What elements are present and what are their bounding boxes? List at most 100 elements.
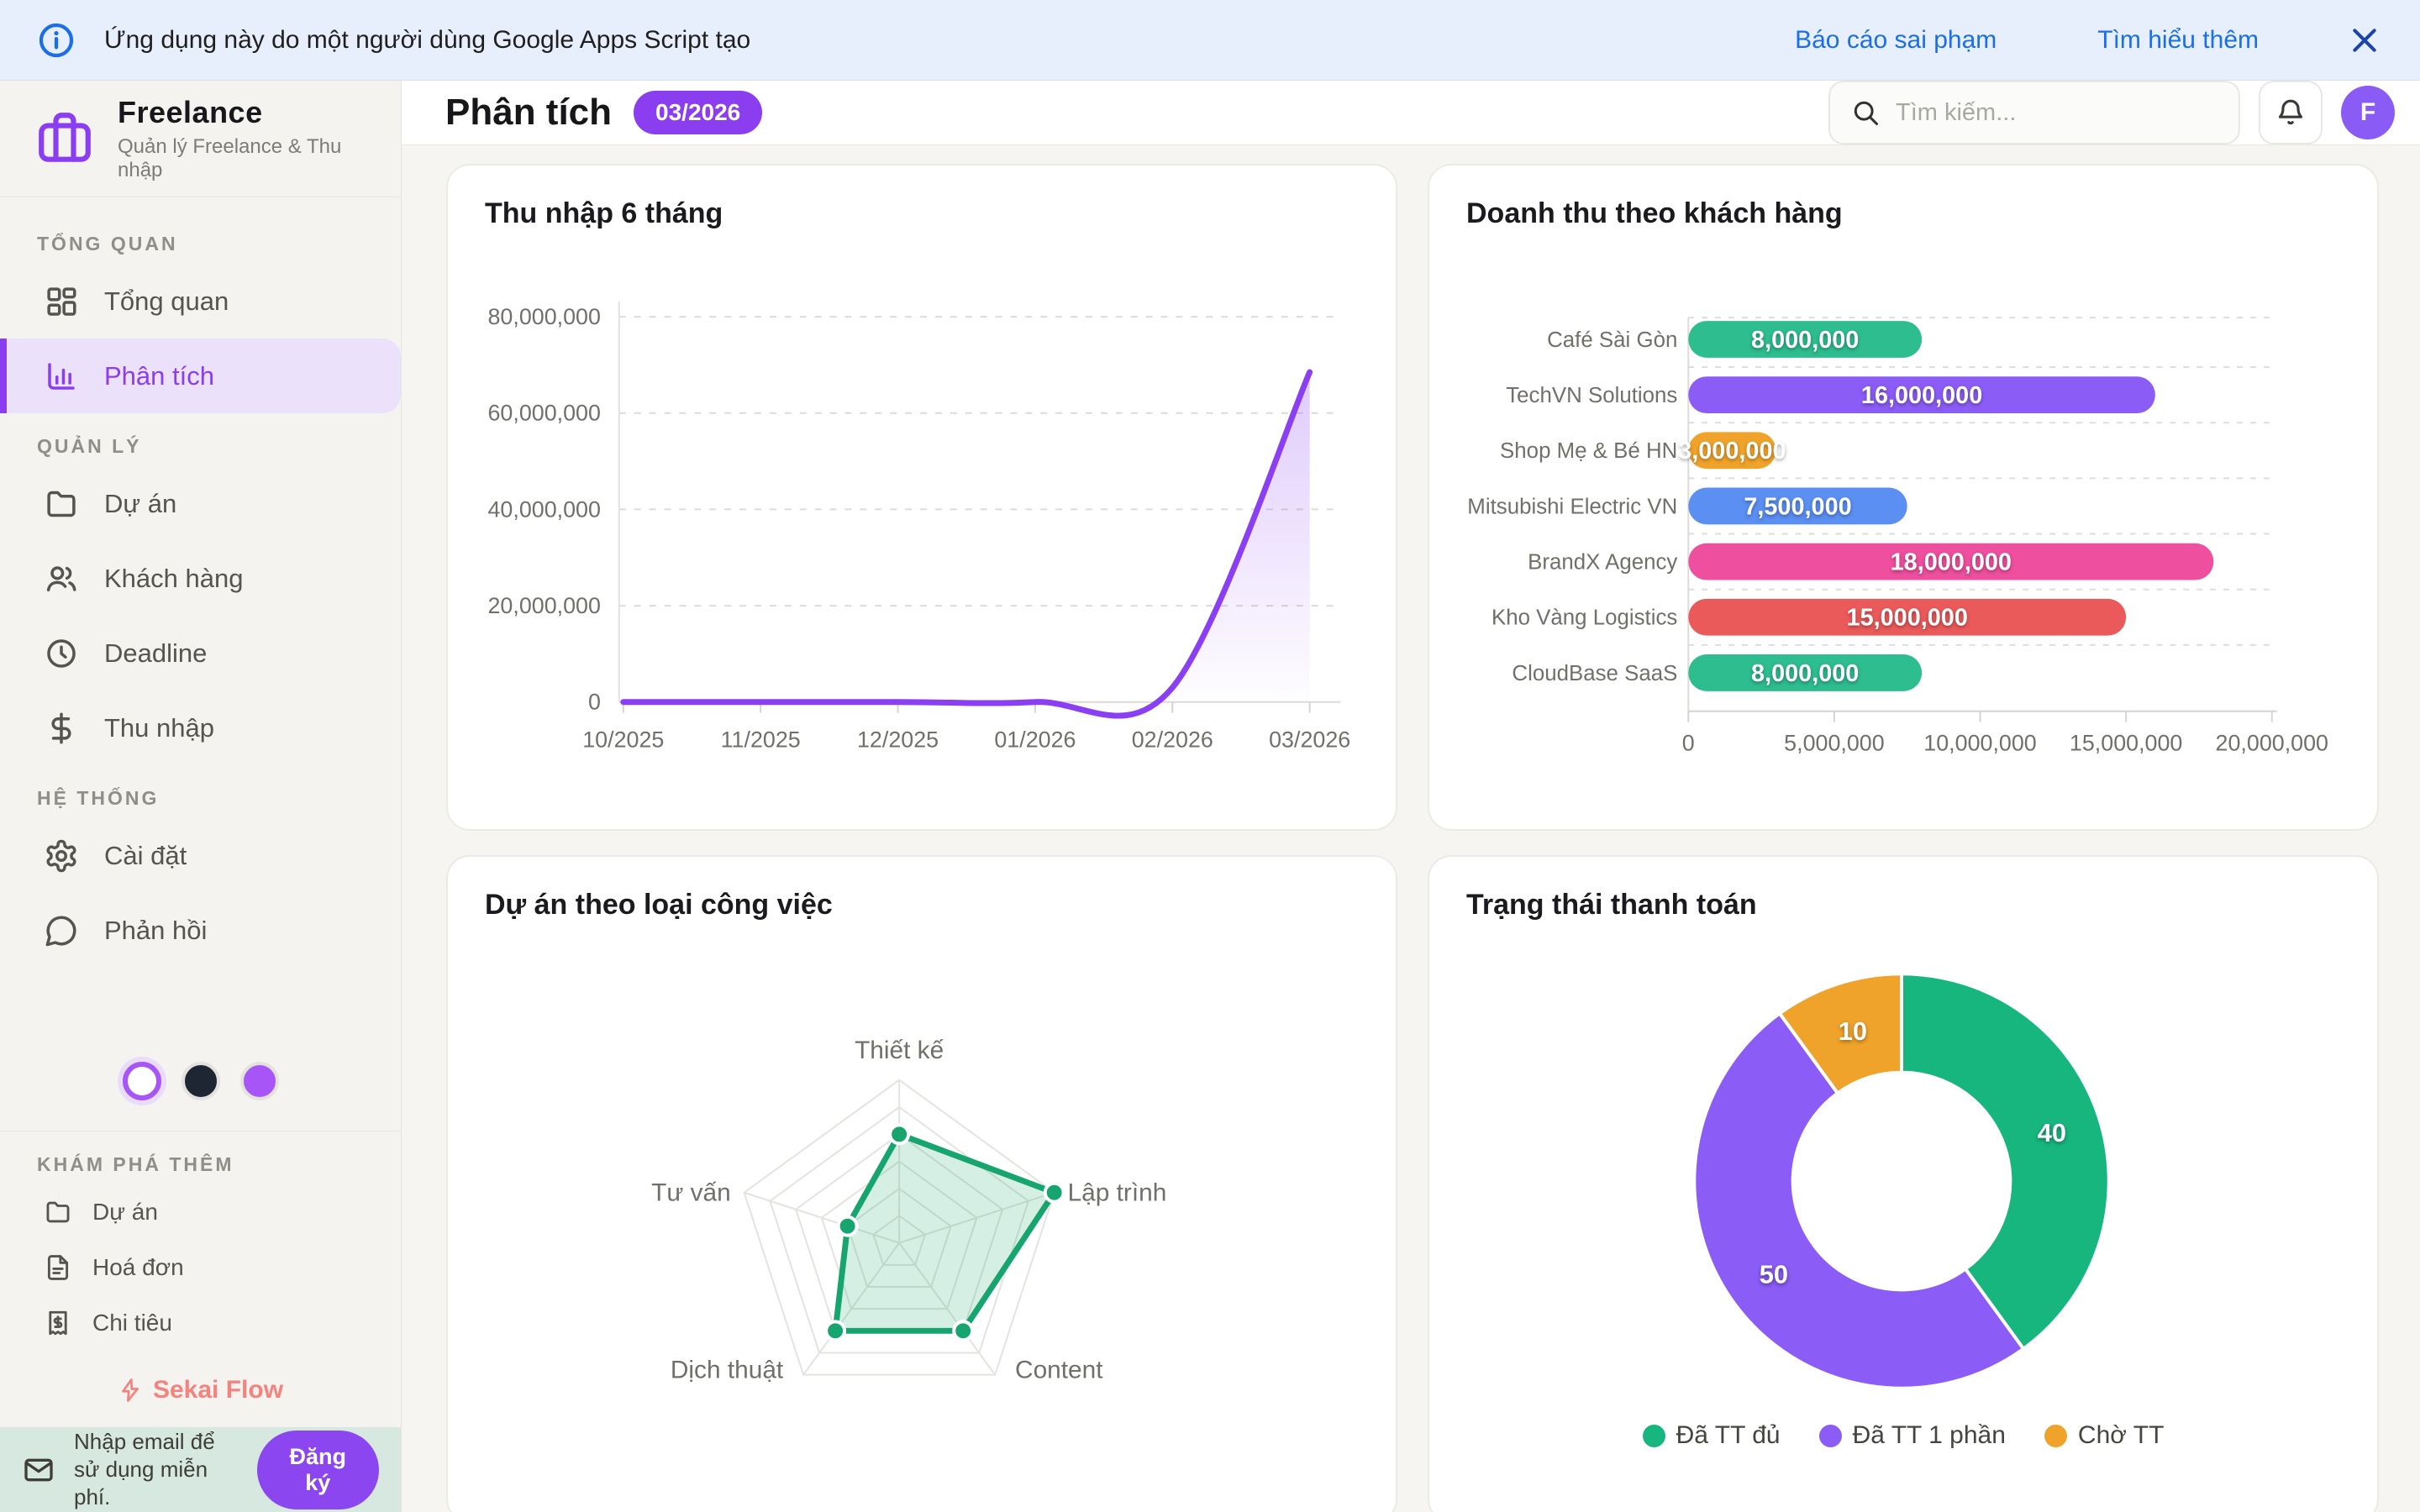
sidebar-item-label: Phân tích <box>104 361 214 391</box>
sidebar: Freelance Quản lý Freelance & Thu nhập T… <box>0 81 402 1512</box>
signup-button[interactable]: Đăng ký <box>257 1431 380 1509</box>
app-logo: Freelance Quản lý Freelance & Thu nhập <box>0 81 401 197</box>
svg-text:Tư vấn: Tư vấn <box>651 1179 731 1207</box>
app-name: Freelance <box>118 95 367 130</box>
svg-text:Café Sài Gòn: Café Sài Gòn <box>1547 328 1677 352</box>
svg-text:16,000,000: 16,000,000 <box>1861 382 1982 409</box>
legend-item: Đã TT 1 phần <box>1819 1421 2006 1450</box>
page-title: Phân tích <box>445 92 612 134</box>
svg-text:11/2025: 11/2025 <box>721 727 801 752</box>
email-cta-text: Nhập email để sử dụng miễn phí. <box>74 1428 239 1512</box>
svg-text:20,000,000: 20,000,000 <box>2216 730 2328 755</box>
svg-text:15,000,000: 15,000,000 <box>2070 730 2182 755</box>
svg-text:BrandX Agency: BrandX Agency <box>1528 551 1677 575</box>
search-icon <box>1850 97 1881 128</box>
sekai-flow-link[interactable]: Sekai Flow <box>0 1376 401 1404</box>
zap-icon <box>118 1378 143 1403</box>
explore-item-label: Dự án <box>92 1199 158 1226</box>
theme-swatch-purple[interactable] <box>240 1062 279 1100</box>
folder-icon <box>44 1198 72 1226</box>
svg-text:18,000,000: 18,000,000 <box>1891 549 2012 576</box>
legend-label: Chờ TT <box>2078 1421 2164 1450</box>
period-badge: 03/2026 <box>634 91 762 134</box>
svg-text:3,000,000: 3,000,000 <box>1678 438 1786 465</box>
mail-icon <box>22 1453 55 1487</box>
section-label-overview: TỔNG QUAN <box>37 233 364 255</box>
payment-donut-chart: 405010 <box>1429 857 2377 1512</box>
dashboard-content: Thu nhập 6 tháng 80,000,00060,000,00040,… <box>402 145 2420 1512</box>
report-abuse-link[interactable]: Báo cáo sai phạm <box>1795 26 1996 55</box>
receipt-icon <box>44 1309 72 1337</box>
folder-icon <box>44 486 79 522</box>
project-radar-chart: Thiết kế Lập trình Content Dịch thuật Tư vấn <box>448 857 1396 1512</box>
sidebar-item-cai-dat[interactable]: Cài đặt <box>0 818 401 893</box>
legend-dot <box>1819 1425 1842 1447</box>
search-input[interactable] <box>1896 99 2218 127</box>
chat-icon <box>44 913 79 948</box>
learn-more-link[interactable]: Tìm hiểu thêm <box>2097 26 2259 55</box>
theme-swatch-light[interactable] <box>123 1062 161 1100</box>
explore-item-hoa-don[interactable]: Hoá đơn <box>0 1240 401 1295</box>
legend-item: Đã TT đủ <box>1643 1421 1781 1450</box>
svg-text:40,000,000: 40,000,000 <box>487 496 600 522</box>
svg-text:0: 0 <box>1682 730 1695 755</box>
svg-text:8,000,000: 8,000,000 <box>1751 327 1859 354</box>
svg-text:80,000,000: 80,000,000 <box>487 304 600 329</box>
svg-text:TechVN Solutions: TechVN Solutions <box>1506 384 1677 407</box>
section-label-system: HỆ THỐNG <box>37 787 364 810</box>
legend-item: Chờ TT <box>2044 1421 2164 1450</box>
project-radar-chart-card: Dự án theo loại công việc Thiết kếLập tr… <box>446 855 1397 1512</box>
close-banner-icon[interactable] <box>2346 22 2383 59</box>
sidebar-item-thu-nhap[interactable]: Thu nhập <box>0 690 401 765</box>
svg-text:10,000,000: 10,000,000 <box>1923 730 2036 755</box>
briefcase-icon <box>34 108 96 170</box>
search-box[interactable] <box>1828 81 2240 144</box>
explore-item-chi-tieu[interactable]: Chi tiêu <box>0 1295 401 1351</box>
gear-icon <box>44 838 79 874</box>
sidebar-item-tong-quan[interactable]: Tổng quan <box>0 264 401 339</box>
svg-text:Lập trình: Lập trình <box>1068 1179 1167 1207</box>
payment-donut-chart-card: Trạng thái thanh toán 405010 Đã TT đủĐã … <box>1428 855 2379 1512</box>
sidebar-item-label: Phản hồi <box>104 916 207 946</box>
donut-legend: Đã TT đủ Đã TT 1 phần Chờ TT <box>1429 1421 2377 1450</box>
sidebar-item-deadline[interactable]: Deadline <box>0 616 401 690</box>
svg-text:20,000,000: 20,000,000 <box>487 593 600 618</box>
dashboard-icon <box>44 284 79 319</box>
svg-text:Thiết kế: Thiết kế <box>855 1037 944 1064</box>
revenue-bar-chart-card: Doanh thu theo khách hàng 05,000,00010,0… <box>1428 164 2379 831</box>
banner-message: Ứng dụng này do một người dùng Google Ap… <box>104 26 1766 55</box>
invoice-icon <box>44 1253 72 1282</box>
svg-text:12/2025: 12/2025 <box>857 727 939 752</box>
sidebar-item-du-an[interactable]: Dự án <box>0 466 401 541</box>
revenue-bar-chart: 0 5,000,000 10,000,000 15,000,000 20,000,000… <box>1429 165 2377 829</box>
analytics-icon <box>44 359 79 394</box>
sidebar-item-label: Khách hàng <box>104 564 243 594</box>
legend-label: Đã TT 1 phần <box>1853 1421 2006 1450</box>
svg-text:5,000,000: 5,000,000 <box>1784 730 1885 755</box>
svg-text:7,500,000: 7,500,000 <box>1744 493 1851 520</box>
sidebar-item-phan-hoi[interactable]: Phản hồi <box>0 893 401 968</box>
section-label-explore: KHÁM PHÁ THÊM <box>37 1153 364 1176</box>
svg-text:15,000,000: 15,000,000 <box>1847 605 1968 632</box>
svg-text:Content: Content <box>1015 1357 1103 1384</box>
svg-text:02/2026: 02/2026 <box>1132 727 1213 752</box>
avatar[interactable]: F <box>2341 86 2395 139</box>
clock-icon <box>44 636 79 671</box>
svg-text:Shop Mẹ & Bé HN: Shop Mẹ & Bé HN <box>1500 439 1677 463</box>
explore-item-du-an[interactable]: Dự án <box>0 1184 401 1240</box>
income-line-chart-card: Thu nhập 6 tháng 80,000,00060,000,00040,… <box>446 164 1397 831</box>
svg-text:CloudBase SaaS: CloudBase SaaS <box>1512 662 1677 685</box>
bell-icon <box>2275 97 2307 129</box>
sidebar-item-label: Dự án <box>104 489 176 519</box>
section-label-manage: QUẢN LÝ <box>37 435 364 458</box>
explore-item-label: Chi tiêu <box>92 1310 172 1336</box>
svg-text:60,000,000: 60,000,000 <box>487 401 600 426</box>
notifications-button[interactable] <box>2259 81 2323 144</box>
svg-text:Dịch thuật: Dịch thuật <box>671 1357 784 1384</box>
sidebar-item-phan-tich[interactable]: Phân tích <box>0 339 401 413</box>
info-icon <box>37 21 76 60</box>
theme-swatch-dark[interactable] <box>182 1062 220 1100</box>
email-signup-banner: Nhập email để sử dụng miễn phí. Đăng ký <box>0 1427 401 1512</box>
svg-text:Mitsubishi Electric VN: Mitsubishi Electric VN <box>1467 495 1677 518</box>
sidebar-item-khach-hang[interactable]: Khách hàng <box>0 541 401 616</box>
